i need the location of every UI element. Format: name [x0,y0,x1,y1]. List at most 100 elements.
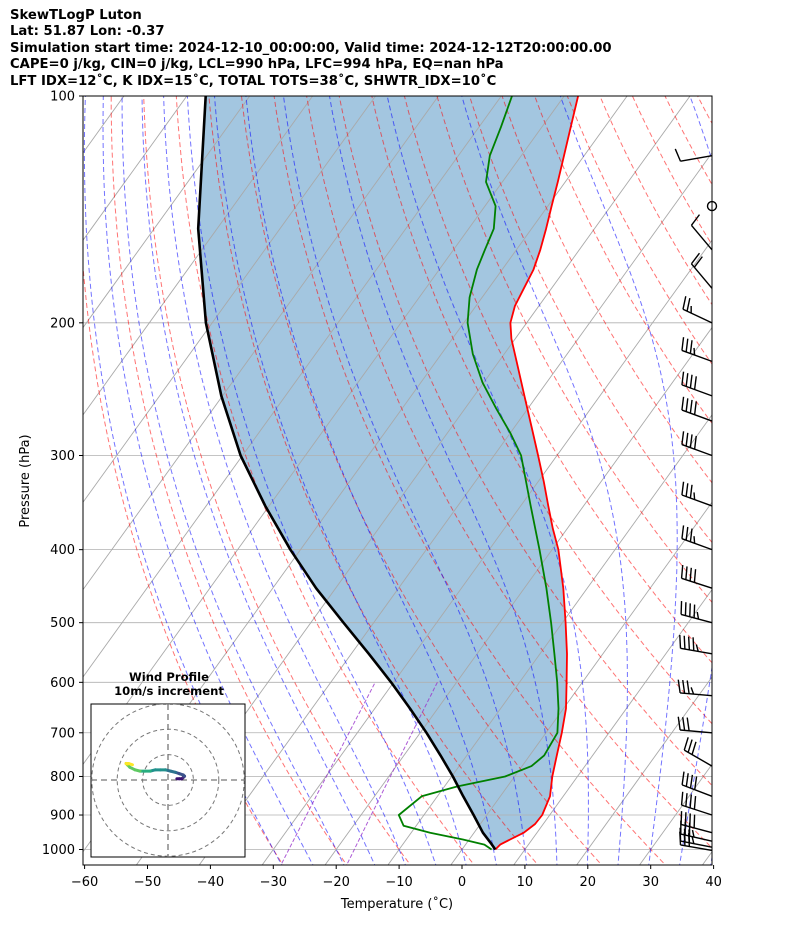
moist-adiabat-line [679,96,712,865]
hodograph-subtitle-line: 10m/s increment [114,684,224,699]
isotherm-line [198,152,712,865]
moist-adiabat-line [214,96,467,865]
isotherm-line [513,588,712,865]
wind-barb [680,791,713,816]
title-station: SkewTLogP Luton [10,8,142,23]
wind-barb [680,820,713,842]
plot-frame [82,95,713,866]
x-tick-label: 0 [458,875,466,890]
isotherm-line [0,79,10,868]
mixing-ratio-line [346,682,438,865]
y-tick-label: 200 [50,316,75,331]
y-tick-label: 500 [50,616,75,631]
y-tick-label: 700 [50,726,75,741]
y-tick-label: 800 [50,770,75,785]
isotherm-line [324,326,712,865]
moist-adiabat-line [83,96,283,865]
wind-barb [681,525,713,551]
hodograph-title-line: Wind Profile [129,670,209,684]
isotherm-line [83,96,251,329]
wind-barb [677,716,713,734]
y-axis-label: Pressure (hPa) [18,434,33,527]
temperature-profile-line [494,96,579,851]
moist-adiabat-line [141,96,376,865]
dry-adiabat-line [566,96,712,365]
wind-barb [706,200,718,212]
dewpoint-profile-line [397,96,560,851]
x-tick-label: −40 [197,875,224,890]
x-tick-label: −50 [134,875,161,890]
dry-adiabat-line [534,96,712,425]
isotherm-line [450,501,712,865]
hodograph-plot [91,704,245,857]
wind-barb [682,296,713,324]
dry-adiabat-line [786,79,794,868]
mixing-ratio-line [280,682,376,865]
dry-adiabat-line [371,96,712,725]
dry-adiabat-line [83,261,284,865]
wind-barb [680,564,713,589]
title-indices-2: LFT IDX=12˚C, K IDX=15˚C, TOTAL TOTS=38˚… [10,73,497,89]
dry-adiabat-line [468,96,712,544]
y-tick-label: 900 [50,809,75,824]
moist-adiabat-line [329,96,558,865]
moist-adiabat-line [559,96,678,865]
dry-adiabat-line [338,96,712,787]
y-tick-label: 300 [50,449,75,464]
x-axis-label: Temperature (˚C) [340,896,453,912]
y-tick-label: 1000 [42,843,75,858]
wind-barb [681,771,713,797]
moist-adiabat-line [186,96,437,865]
plot-area [0,79,794,868]
title-indices-1: CAPE=0 j/kg, CIN=0 j/kg, LCL=990 hPa, LF… [10,57,504,73]
isotherm-line [638,763,712,865]
parcel-profile-line [196,96,497,851]
y-tick-label: 100 [50,90,75,105]
y-tick-label: 600 [50,676,75,691]
wind-barb [679,634,713,655]
isotherm-line [83,96,439,591]
wind-barb [674,148,713,162]
y-tick-label: 400 [50,543,75,558]
dry-adiabat-line [631,96,712,246]
dry-adiabat-line [664,96,712,186]
dry-adiabat-line [175,96,475,865]
wind-barb [681,371,713,397]
hodograph-segment [127,761,134,767]
dry-adiabat-line [501,96,712,484]
isotherm-line [261,239,712,865]
x-tick-label: −10 [385,875,412,890]
parcel-area-fill [198,96,579,850]
wind-barb [681,431,713,457]
x-tick-label: −60 [71,875,98,890]
x-tick-label: −30 [260,875,287,890]
wind-barb [681,396,713,422]
isotherm-line [83,96,314,416]
isotherm-line [576,676,712,865]
hodograph-panel: Wind Profile 10m/s increment [84,666,254,866]
x-tick-label: 40 [705,875,722,890]
wind-barb [690,252,713,289]
isotherm-line [763,79,794,868]
wind-barb [680,601,713,624]
wind-barb [681,337,713,363]
chart-header: SkewTLogP Luton Lat: 51.87 Lon: -0.37 Si… [10,8,790,90]
moist-adiabat-line [102,96,314,865]
dry-adiabat-line [110,96,348,865]
title-times: Simulation start time: 2024-12-10_00:00:… [10,40,612,56]
wind-barb [683,737,713,767]
dry-adiabat-line [143,96,412,865]
moist-adiabat-line [163,96,406,865]
isotherm-line [83,96,188,241]
dry-adiabat-line [753,79,794,868]
isotherm-line [701,850,712,865]
dry-adiabat-line [240,96,603,865]
dry-adiabat-line [721,79,794,868]
dry-adiabat-line [273,96,667,865]
x-tick-label: 10 [517,875,534,890]
moist-adiabat-line [283,96,528,865]
x-tick-label: 30 [642,875,659,890]
wind-barb [681,481,713,507]
wind-barb [690,214,713,251]
